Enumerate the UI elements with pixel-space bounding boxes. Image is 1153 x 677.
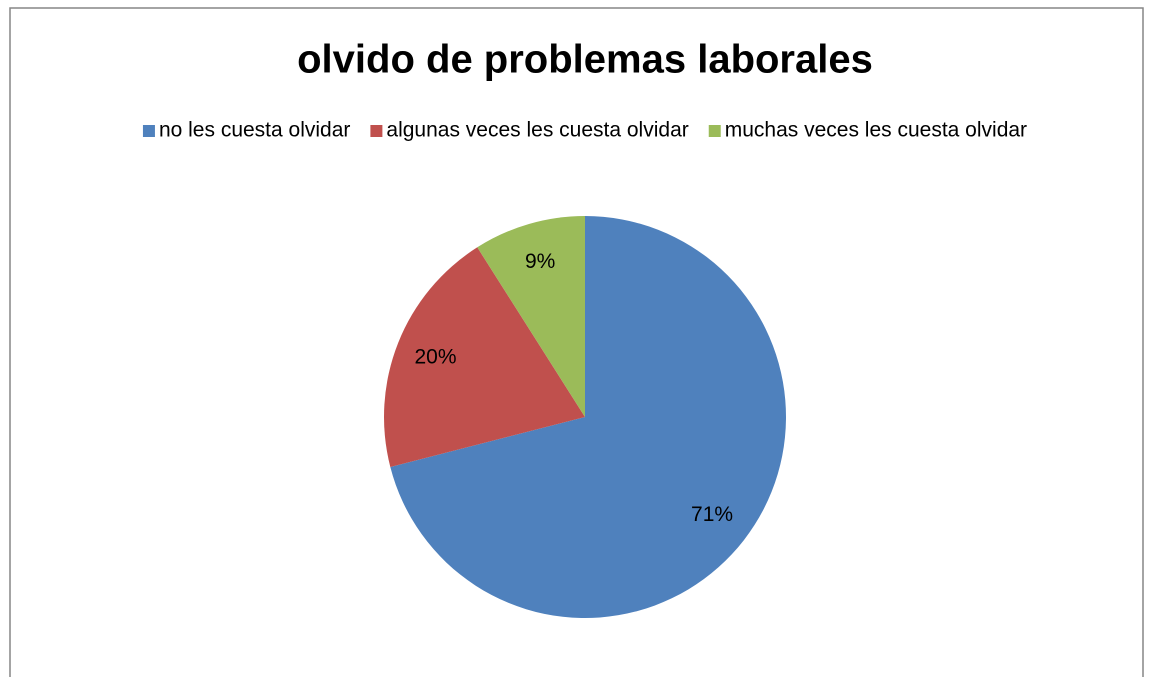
data-label: 9%: [525, 250, 555, 273]
legend-swatch: [370, 125, 383, 137]
pie-slice: [390, 216, 786, 618]
pie-slice: [383, 247, 585, 467]
legend: no les cuesta olvidar algunas veces les c…: [142, 119, 1027, 142]
legend-swatch: [708, 125, 721, 137]
chart-title: olvido de problemas laborales: [297, 38, 873, 82]
legend-swatch: [142, 125, 155, 137]
data-label: 20%: [414, 345, 456, 368]
legend-label: muchas veces les cuesta olvidar: [725, 119, 1027, 142]
legend-label: algunas veces les cuesta olvidar: [386, 119, 688, 142]
pie-slice: [477, 216, 585, 417]
data-label: 71%: [691, 503, 733, 526]
legend-label: no les cuesta olvidar: [159, 119, 350, 142]
